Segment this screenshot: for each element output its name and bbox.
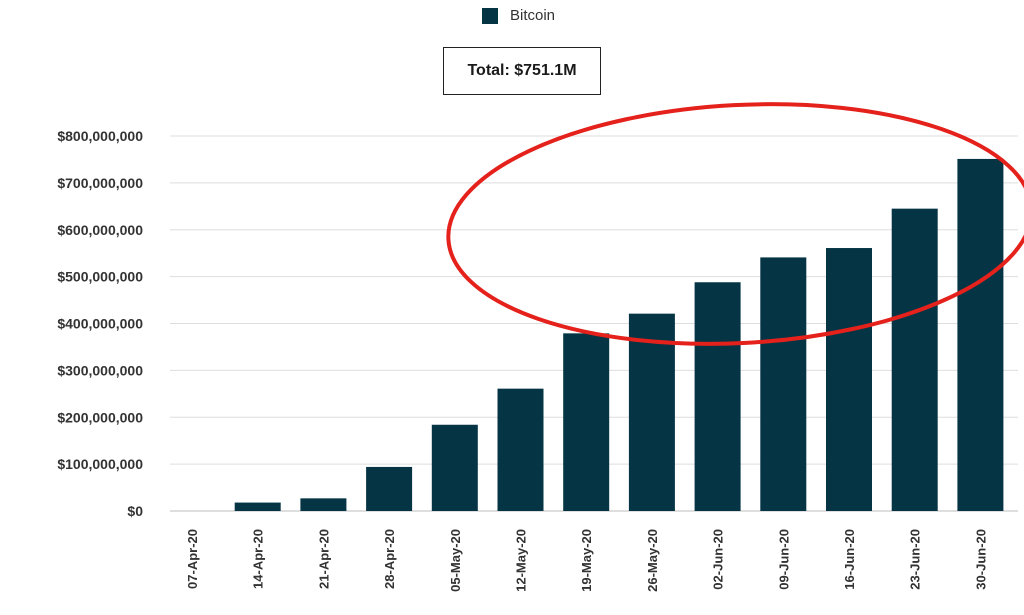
y-tick-label: $800,000,000 [57, 128, 143, 144]
y-tick-label: $100,000,000 [57, 456, 143, 472]
x-tick-label: 30-Jun-20 [973, 529, 988, 590]
y-tick-label: $400,000,000 [57, 316, 143, 332]
y-tick-label: $500,000,000 [57, 269, 143, 285]
x-tick-label: 07-Apr-20 [185, 529, 200, 589]
x-tick-label: 26-May-20 [645, 529, 660, 592]
bar [628, 313, 675, 511]
y-tick-label: $700,000,000 [57, 175, 143, 191]
x-tick-label: 14-Apr-20 [251, 529, 266, 589]
legend-label-bitcoin: Bitcoin [510, 7, 556, 24]
y-tick-label: $200,000,000 [57, 409, 143, 425]
y-tick-label: $300,000,000 [57, 362, 143, 378]
x-tick-label: 23-Jun-20 [908, 529, 923, 590]
x-tick-label: 21-Apr-20 [316, 529, 331, 589]
bar [431, 424, 478, 511]
x-tick-label: 12-May-20 [514, 529, 529, 592]
bar [760, 257, 807, 511]
x-tick-label: 02-Jun-20 [711, 529, 726, 590]
x-tick-label: 09-Jun-20 [776, 529, 791, 590]
bar [826, 248, 872, 511]
bar [891, 208, 938, 511]
bar [497, 388, 544, 511]
x-tick-label: 19-May-20 [579, 529, 594, 592]
x-tick-label: 05-May-20 [448, 529, 463, 592]
bar [694, 282, 741, 511]
x-tick-label: 28-Apr-20 [382, 529, 397, 589]
total-box: Total: $751.1M [443, 47, 601, 95]
bar [366, 466, 413, 511]
annotation-ellipse [446, 102, 1024, 346]
legend: Bitcoin [482, 7, 555, 24]
bar [563, 333, 610, 511]
y-tick-label: $600,000,000 [57, 222, 143, 238]
total-label: Total: $751.1M [467, 62, 577, 79]
bar [957, 158, 1004, 511]
legend-swatch-bitcoin [482, 7, 498, 24]
y-tick-label: $0 [127, 503, 143, 519]
x-tick-label: 16-Jun-20 [842, 529, 857, 590]
bar [300, 498, 347, 511]
bar [234, 502, 281, 511]
